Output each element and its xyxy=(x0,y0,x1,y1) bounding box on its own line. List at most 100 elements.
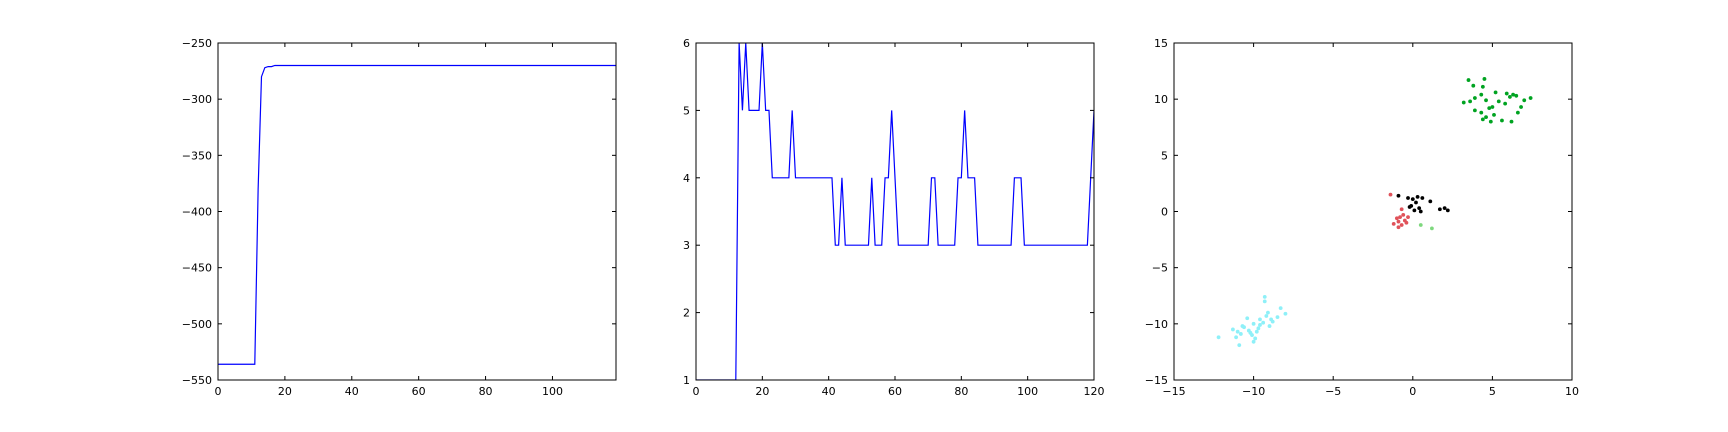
y-tick-label: 5 xyxy=(683,104,690,117)
y-tick-label: 2 xyxy=(683,307,690,320)
scatter-point-s0-17 xyxy=(1519,105,1523,109)
scatter-point-s3-2 xyxy=(1410,197,1415,202)
scatter-chart-clusters-panel: −15 −10 −5 0 5 10 −15 −10 −5 0 5 10 15 xyxy=(1145,37,1579,398)
scatter-point-s0-8 xyxy=(1484,98,1488,103)
scatter-point-s3-5 xyxy=(1414,200,1418,205)
scatter-point-s2-4 xyxy=(1399,223,1404,227)
scatter-point-s1-3 xyxy=(1238,332,1243,336)
scatter-point-s0-25 xyxy=(1500,118,1504,123)
scatter-point-s1-8 xyxy=(1251,321,1256,326)
x-tick-label: 0 xyxy=(1409,385,1416,398)
clusters-data-layer xyxy=(696,43,1094,380)
y-tick-label: 10 xyxy=(1154,93,1168,106)
scatter-point-s1-14 xyxy=(1267,324,1272,328)
line-chart-clusters-panel: 0 20 40 60 80 100 120 1 2 3 4 5 6 xyxy=(683,37,1105,398)
scatter-point-s0-10 xyxy=(1493,90,1498,95)
y-tick-label: −400 xyxy=(182,206,212,219)
scatter-point-s0-16 xyxy=(1514,93,1519,98)
y-tick-label: −350 xyxy=(182,149,212,162)
y-tick-label: −500 xyxy=(182,318,212,331)
x-tick-label: 20 xyxy=(278,385,292,398)
x-tick-label: 60 xyxy=(412,385,426,398)
y-tick-label: −250 xyxy=(182,37,212,50)
x-tick-label: 40 xyxy=(345,385,359,398)
scatter-point-s3-13 xyxy=(1442,206,1447,211)
scatter-point-s3-12 xyxy=(1437,207,1442,212)
scatter-point-s1-21 xyxy=(1237,343,1242,348)
scatter-point-s0-0 xyxy=(1466,78,1471,82)
y-tick-label: −550 xyxy=(182,374,212,387)
scatter-point-s1-12 xyxy=(1264,314,1269,318)
x-tick-label: 0 xyxy=(693,385,700,398)
scatter-point-s1-11 xyxy=(1261,320,1266,325)
scatter-point-s1-18 xyxy=(1262,299,1267,304)
x-tick-label: −15 xyxy=(1162,385,1185,398)
scatter-point-s4-0 xyxy=(1418,223,1423,227)
scatter-data-layer xyxy=(1216,77,1533,348)
scatter-point-s3-1 xyxy=(1406,196,1410,200)
scatter-point-s0-28 xyxy=(1480,117,1485,122)
score-data-layer xyxy=(218,64,616,365)
scatter-point-s1-1 xyxy=(1231,327,1235,332)
y-tick-label: 4 xyxy=(683,172,690,185)
x-tick-label: −5 xyxy=(1325,385,1341,398)
scatter-point-s0-29 xyxy=(1490,105,1495,109)
scatter-point-s1-13 xyxy=(1266,310,1270,315)
scatter-point-s1-0 xyxy=(1216,335,1221,340)
scatter-point-s3-14 xyxy=(1445,208,1450,213)
x-tick-label: 20 xyxy=(755,385,769,398)
scatter-point-s1-27 xyxy=(1269,317,1274,322)
clusters-series-line-0 xyxy=(696,43,1094,380)
y-tick-label: 6 xyxy=(683,37,690,50)
y-tick-label: −5 xyxy=(1152,262,1168,275)
x-tick-label: 5 xyxy=(1489,385,1496,398)
scatter-point-s1-22 xyxy=(1248,330,1253,335)
x-tick-label: 100 xyxy=(1017,385,1038,398)
scatter-point-s0-1 xyxy=(1471,83,1476,88)
x-tick-label: 40 xyxy=(822,385,836,398)
scatter-point-s2-0 xyxy=(1388,192,1393,197)
scatter-point-s0-22 xyxy=(1484,115,1488,120)
scatter-point-s2-9 xyxy=(1394,216,1399,221)
y-tick-label: 1 xyxy=(683,374,690,387)
scatter-point-s1-24 xyxy=(1245,316,1250,321)
scatter-point-s0-14 xyxy=(1508,95,1512,99)
scatter-point-s2-10 xyxy=(1399,207,1404,212)
scatter-point-s3-0 xyxy=(1396,193,1401,198)
x-tick-label: −10 xyxy=(1242,385,1265,398)
scatter-point-s1-7 xyxy=(1253,336,1258,341)
clusters-axes-frame xyxy=(695,42,1095,381)
scatter-point-s1-20 xyxy=(1283,311,1288,316)
scatter-point-s0-19 xyxy=(1528,96,1533,100)
y-tick-label: −300 xyxy=(182,93,212,106)
scatter-point-s2-1 xyxy=(1391,221,1396,226)
scatter-point-s3-11 xyxy=(1428,199,1433,204)
scatter-point-s0-9 xyxy=(1487,106,1492,111)
scatter-point-s2-2 xyxy=(1396,219,1401,224)
scatter-point-s3-7 xyxy=(1417,206,1422,211)
scatter-point-s1-2 xyxy=(1235,329,1240,334)
x-tick-label: 80 xyxy=(479,385,493,398)
scatter-point-s2-8 xyxy=(1404,220,1409,225)
scatter-point-s3-10 xyxy=(1407,205,1412,209)
line-chart-score-panel: 0 20 40 60 80 100 −550 −500 −450 −400 −350 −300 −250 xyxy=(182,37,617,398)
x-tick-label: 60 xyxy=(888,385,902,398)
scatter-point-s0-2 xyxy=(1480,84,1485,89)
scatter-point-s0-26 xyxy=(1509,119,1514,124)
y-tick-label: 5 xyxy=(1161,149,1168,162)
y-tick-label: 0 xyxy=(1161,206,1168,219)
scatter-point-s0-27 xyxy=(1515,110,1520,115)
scatter-point-s3-9 xyxy=(1412,208,1417,213)
scatter-point-s1-9 xyxy=(1256,326,1261,331)
x-tick-label: 120 xyxy=(1084,385,1105,398)
scatter-point-s0-23 xyxy=(1488,119,1493,124)
y-tick-label: −15 xyxy=(1145,374,1168,387)
scatter-point-s3-8 xyxy=(1418,209,1423,214)
scatter-point-s1-25 xyxy=(1234,335,1238,340)
scatter-point-s1-10 xyxy=(1258,317,1262,322)
scatter-point-s2-7 xyxy=(1396,225,1401,230)
scatter-point-s0-11 xyxy=(1496,99,1501,104)
y-tick-label: 15 xyxy=(1154,37,1168,50)
scatter-point-s1-19 xyxy=(1262,294,1267,299)
y-tick-label: −10 xyxy=(1145,318,1168,331)
